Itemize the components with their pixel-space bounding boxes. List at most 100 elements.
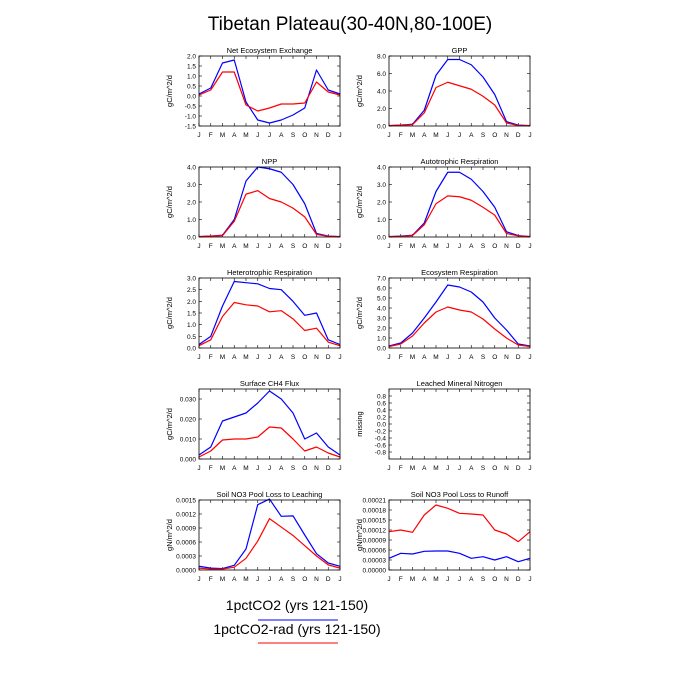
y-tick-label: 0.00003	[363, 558, 387, 565]
x-tick-label: J	[268, 465, 271, 472]
y-tick-label: -0.6	[375, 443, 387, 450]
x-tick-label: M	[433, 354, 438, 361]
y-tick-label: 3.0	[377, 182, 386, 189]
y-tick-label: 0.0	[377, 422, 386, 429]
series-line-red	[198, 518, 341, 570]
y-tick-label: 0.5	[187, 334, 196, 341]
x-tick-label: N	[504, 354, 509, 361]
y-tick-label: 0.4	[377, 408, 386, 415]
panels: Net Ecosystem Exchange gC/m^2/d -1.5 -1.0 -0…	[165, 46, 532, 583]
x-tick-label: S	[481, 132, 486, 139]
x-tick-label: M	[410, 132, 415, 139]
x-tick-label: J	[256, 465, 259, 472]
x-tick-label: J	[338, 132, 341, 139]
x-tick-label: D	[516, 465, 521, 472]
y-axis-label: gN/m^2/d	[165, 519, 174, 551]
x-tick-label: J	[338, 465, 341, 472]
series-line-blue	[198, 280, 341, 346]
x-tick-label: S	[481, 465, 486, 472]
x-tick-label: J	[387, 465, 390, 472]
x-tick-label: M	[243, 465, 248, 472]
x-tick-label: M	[243, 354, 248, 361]
y-tick-label: -1.5	[185, 124, 197, 131]
x-tick-label: J	[338, 576, 341, 583]
x-tick-label: N	[504, 243, 509, 250]
x-tick-label: J	[458, 576, 461, 583]
y-tick-label: 1.5	[187, 311, 196, 318]
x-tick-label: M	[220, 576, 225, 583]
x-tick-label: D	[326, 132, 331, 139]
x-tick-label: A	[422, 132, 427, 139]
y-tick-label: 2.0	[187, 299, 196, 306]
plot-frame	[198, 55, 341, 127]
y-tick-label: 3.0	[187, 276, 196, 283]
y-tick-label: 1.0	[187, 74, 196, 81]
y-tick-label: 6.0	[377, 71, 386, 78]
x-tick-label: J	[256, 132, 259, 139]
panel-title: Net Ecosystem Exchange	[227, 46, 313, 55]
x-tick-label: F	[399, 576, 403, 583]
series-line-red	[198, 190, 341, 238]
y-tick-label: 0.0012	[176, 512, 196, 519]
series-line-red	[198, 426, 341, 458]
x-tick-label: J	[256, 354, 259, 361]
x-tick-label: A	[232, 465, 237, 472]
y-tick-label: 2.0	[187, 200, 196, 207]
x-tick-label: J	[458, 132, 461, 139]
x-tick-label: F	[209, 243, 213, 250]
y-tick-label: 0.0006	[176, 540, 196, 547]
x-tick-label: O	[492, 243, 497, 250]
x-tick-label: J	[387, 354, 390, 361]
x-tick-label: D	[516, 132, 521, 139]
x-tick-label: N	[314, 576, 319, 583]
x-tick-label: S	[481, 354, 486, 361]
x-tick-label: D	[516, 576, 521, 583]
panel-heterotrophic-respiration: Heterotrophic Respiration gC/m^2/d 0.0 0.5 1…	[165, 268, 342, 361]
y-axis-label: gC/m^2/d	[355, 186, 364, 218]
y-tick-label: 2.0	[377, 326, 386, 333]
x-tick-label: O	[492, 465, 497, 472]
y-tick-label: 0.0000	[176, 568, 196, 575]
series-line-blue	[198, 59, 341, 124]
y-tick-label: -0.8	[375, 450, 387, 457]
panel-autotrophic-respiration: Autotrophic Respiration gC/m^2/d 0.0 1.0 2.0…	[355, 157, 532, 250]
series-line-red	[198, 71, 341, 112]
x-tick-label: M	[243, 243, 248, 250]
y-axis-label: gC/m^2/d	[165, 408, 174, 440]
y-tick-label: 0.6	[377, 401, 386, 408]
x-tick-label: O	[492, 576, 497, 583]
x-tick-label: O	[302, 465, 307, 472]
y-axis-label: gC/m^2/d	[165, 186, 174, 218]
y-tick-label: 0.0	[187, 346, 196, 353]
series-line-blue	[388, 284, 531, 347]
y-tick-label: 0.00015	[363, 518, 387, 525]
y-tick-label: 1.0	[377, 217, 386, 224]
x-tick-label: F	[399, 132, 403, 139]
y-tick-label: 2.0	[377, 200, 386, 207]
plot-frame	[388, 277, 531, 349]
y-tick-label: 0.0	[377, 235, 386, 242]
x-tick-label: F	[399, 465, 403, 472]
panel-title: GPP	[452, 46, 468, 55]
y-tick-label: 0.0015	[176, 498, 196, 505]
x-tick-label: N	[504, 132, 509, 139]
panel-title: Surface CH4 Flux	[240, 379, 299, 388]
x-tick-label: O	[302, 243, 307, 250]
panel-net-ecosystem-exchange: Net Ecosystem Exchange gC/m^2/d -1.5 -1.0 -0…	[165, 46, 342, 139]
x-tick-label: A	[279, 576, 284, 583]
y-tick-label: 0.0	[377, 124, 386, 131]
plot-frame	[198, 499, 341, 571]
y-tick-label: 7.0	[377, 276, 386, 283]
x-tick-label: A	[422, 465, 427, 472]
panel-title: Soil NO3 Pool Loss to Leaching	[217, 490, 323, 499]
y-tick-label: 4.0	[377, 165, 386, 172]
x-tick-label: O	[492, 354, 497, 361]
x-tick-label: J	[528, 465, 531, 472]
y-tick-label: 0.00009	[363, 538, 387, 545]
x-tick-label: M	[433, 465, 438, 472]
plot-frame	[198, 166, 341, 238]
panel-ecosystem-respiration: Ecosystem Respiration gC/m^2/d 0.0 1.0 2.0 3.…	[355, 268, 532, 361]
panel-title: Soil NO3 Pool Loss to Runoff	[411, 490, 509, 499]
y-tick-label: 0.020	[180, 417, 197, 424]
